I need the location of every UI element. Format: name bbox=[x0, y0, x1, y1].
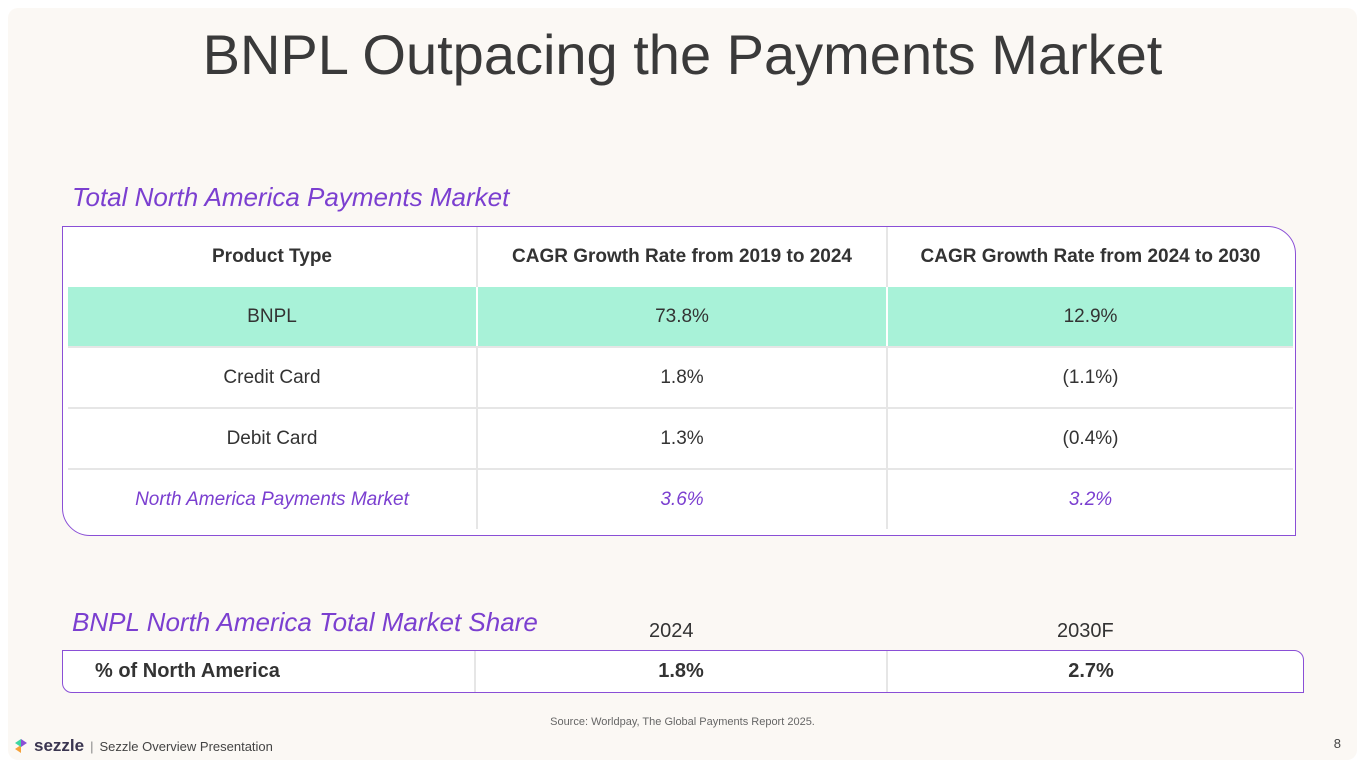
table-row: Debit Card 1.3% (0.4%) bbox=[68, 408, 1293, 470]
market-share-row: % of North America 1.8% 2.7% bbox=[62, 650, 1304, 693]
table-row: BNPL 73.8% 12.9% bbox=[68, 287, 1293, 348]
cell: Debit Card bbox=[68, 408, 478, 470]
cell: BNPL bbox=[68, 287, 478, 348]
cell: (1.1%) bbox=[887, 347, 1293, 409]
share-label: % of North America bbox=[95, 660, 280, 682]
cagr-table: Product Type CAGR Growth Rate from 2019 … bbox=[68, 227, 1293, 529]
cell: 3.2% bbox=[1068, 488, 1113, 510]
cagr-table-box: Product Type CAGR Growth Rate from 2019 … bbox=[62, 226, 1296, 536]
cell: 3.6% bbox=[477, 469, 888, 529]
footer: sezzle | Sezzle Overview Presentation bbox=[14, 736, 273, 756]
share-value-2030: 2.7% bbox=[1068, 660, 1114, 682]
footer-separator: | bbox=[90, 738, 94, 754]
sezzle-logo-icon bbox=[15, 739, 27, 753]
table-header-row: Product Type CAGR Growth Rate from 2019 … bbox=[68, 227, 1293, 287]
share-value-2024: 1.8% bbox=[474, 651, 888, 692]
cell: North America Payments Market bbox=[68, 469, 478, 529]
section-title-market-share: BNPL North America Total Market Share bbox=[72, 607, 538, 637]
cell: Credit Card bbox=[68, 347, 478, 409]
section-title-payments-market: Total North America Payments Market bbox=[72, 182, 510, 212]
header-cell: CAGR Growth Rate from 2024 to 2030 bbox=[920, 246, 1261, 267]
year-label: 2024 bbox=[649, 620, 694, 642]
page-number: 8 bbox=[1333, 736, 1341, 751]
header-cell: Product Type bbox=[68, 227, 478, 287]
footer-text: Sezzle Overview Presentation bbox=[99, 738, 273, 754]
header-cell: CAGR Growth Rate from 2019 to 2024 bbox=[477, 227, 888, 287]
sezzle-logo: sezzle bbox=[34, 736, 85, 755]
page-title: BNPL Outpacing the Payments Market bbox=[202, 23, 1163, 86]
year-label: 2030F bbox=[1057, 620, 1114, 642]
cell: (0.4%) bbox=[887, 408, 1293, 470]
cell: 12.9% bbox=[887, 287, 1293, 348]
cell: 73.8% bbox=[477, 287, 888, 348]
table-row: North America Payments Market 3.6% 3.2% bbox=[68, 469, 1293, 529]
source-note: Source: Worldpay, The Global Payments Re… bbox=[550, 716, 815, 728]
cell: 1.8% bbox=[477, 347, 888, 409]
table-row: Credit Card 1.8% (1.1%) bbox=[68, 347, 1293, 409]
cell: 1.3% bbox=[477, 408, 888, 470]
